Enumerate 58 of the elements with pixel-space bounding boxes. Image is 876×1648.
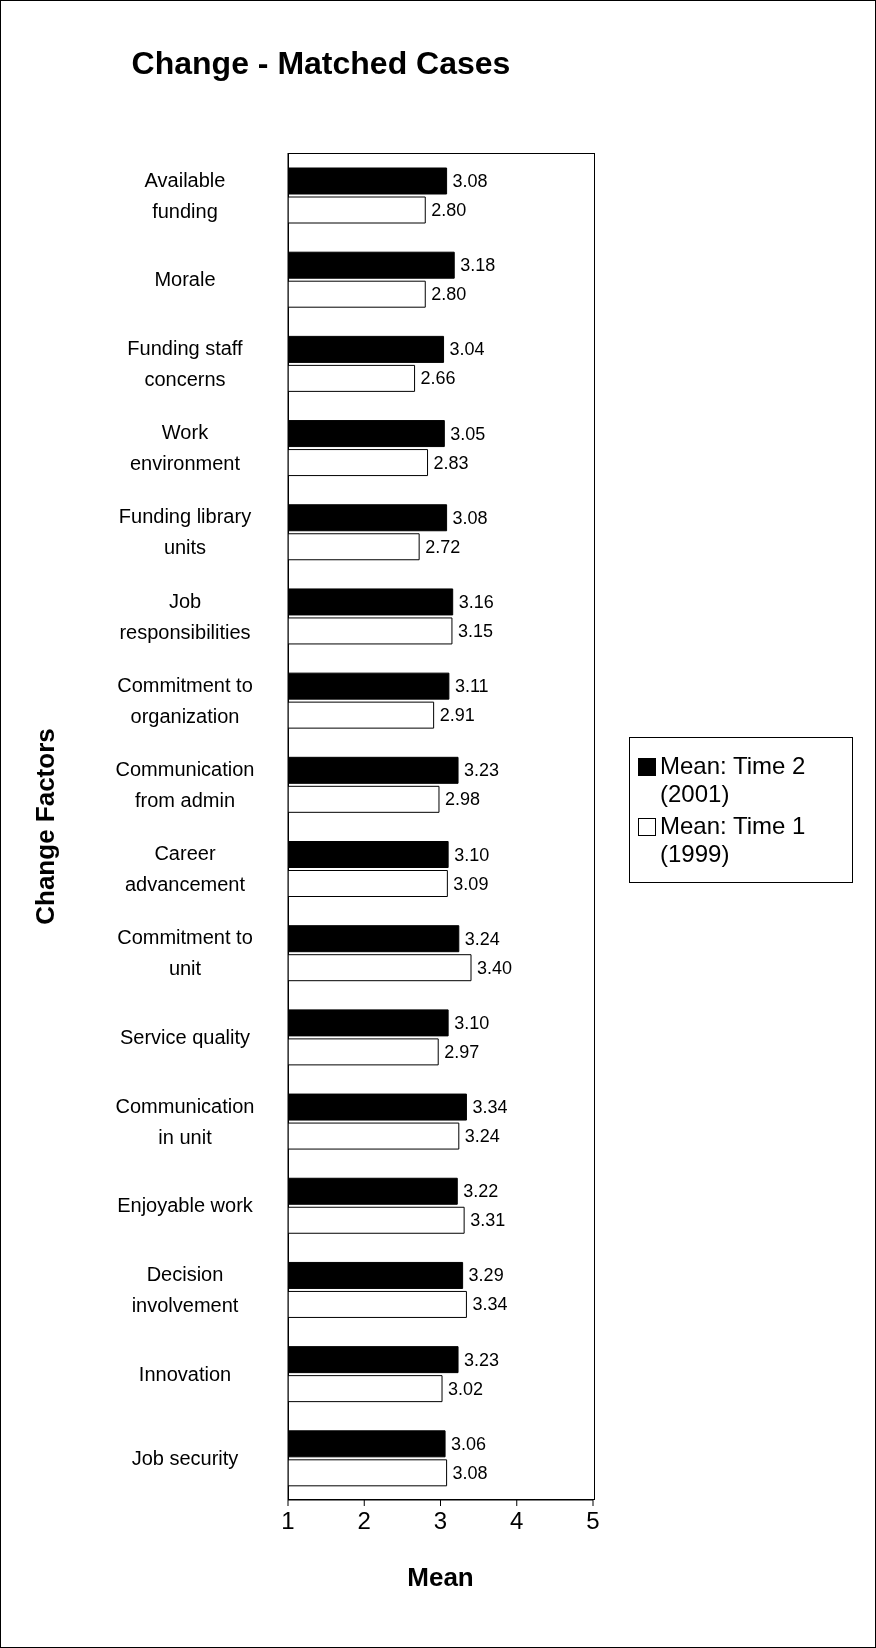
y-tick-label: Work environment <box>129 421 241 475</box>
data-label: 3.16 <box>458 591 494 612</box>
data-label: 2.97 <box>444 1041 480 1062</box>
data-label: 3.31 <box>470 1210 506 1231</box>
y-tick-label: Morale <box>154 268 216 291</box>
y-tick-label: Service quality <box>119 1025 251 1048</box>
y-tick-label: Job security <box>131 1446 239 1469</box>
y-tick-label: Communication from admin <box>115 757 255 811</box>
y-tick-label: Commitment to unit <box>117 926 253 980</box>
data-label: 3.18 <box>460 255 496 276</box>
data-label: 3.02 <box>448 1378 484 1399</box>
x-tick-label: 2 <box>357 1507 371 1535</box>
y-tick-label: Decision involvement <box>131 1263 239 1317</box>
data-label: 3.04 <box>449 339 485 360</box>
data-label: 3.08 <box>452 171 488 191</box>
data-label: 3.09 <box>453 873 489 894</box>
data-label: 2.83 <box>433 452 469 473</box>
data-label: 3.29 <box>468 1265 504 1286</box>
data-label: 3.10 <box>454 1012 490 1033</box>
y-axis-title: Change Factors <box>30 728 61 925</box>
data-label: 3.05 <box>450 423 486 444</box>
data-label: 2.98 <box>444 789 481 810</box>
data-label: 3.24 <box>464 1126 500 1147</box>
data-label: 3.15 <box>457 620 493 641</box>
data-label: 3.40 <box>477 957 513 978</box>
data-label: 3.34 <box>472 1294 508 1315</box>
data-label: 3.23 <box>464 1349 500 1370</box>
chart-title: Change - Matched Cases <box>130 45 512 82</box>
y-tick-label: Innovation <box>138 1362 232 1385</box>
data-label: 2.91 <box>439 705 475 726</box>
data-label: 3.08 <box>452 1462 488 1483</box>
legend-label: Mean: Time 1 (1999) <box>660 812 807 868</box>
y-tick-label: Career advancement <box>124 842 246 896</box>
y-tick-label: Enjoyable work <box>117 1194 254 1217</box>
y-tick-label: Funding staff concerns <box>127 336 244 390</box>
y-tick-label: Communication in unit <box>115 1094 255 1148</box>
x-tick-label: 4 <box>510 1507 524 1535</box>
data-label: 3.08 <box>452 507 488 528</box>
y-tick-label: Job responsibilities <box>119 589 251 643</box>
data-label: 3.34 <box>472 1097 508 1118</box>
y-tick-label: Funding library units <box>118 505 252 559</box>
x-tick-label: 3 <box>433 1507 448 1535</box>
data-label: 3.24 <box>464 928 500 949</box>
data-label: 2.72 <box>425 536 461 557</box>
y-tick-label: Available funding <box>144 168 226 222</box>
legend-label: Mean: Time 2 (2001) <box>660 752 807 808</box>
y-tick-label: Commitment to organization <box>117 673 253 727</box>
data-label: 3.10 <box>454 844 490 865</box>
data-label: 3.22 <box>463 1181 499 1202</box>
data-label: 3.06 <box>451 1433 487 1454</box>
x-tick-label: 5 <box>586 1507 600 1535</box>
x-axis-title: Mean <box>407 1562 474 1592</box>
data-label: 2.80 <box>431 284 467 305</box>
data-label: 3.23 <box>464 760 500 781</box>
data-label: 2.66 <box>420 368 456 389</box>
data-label: 2.80 <box>431 200 467 220</box>
data-label: 3.11 <box>454 676 489 697</box>
x-tick-label: 1 <box>281 1507 295 1535</box>
